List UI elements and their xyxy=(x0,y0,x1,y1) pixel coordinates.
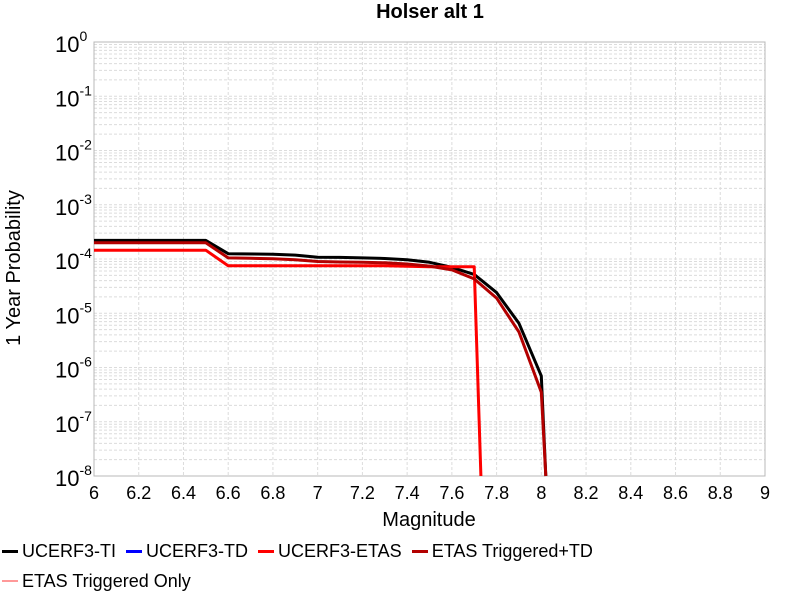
y-tick-label: 10-4 xyxy=(55,245,92,274)
x-tick-label: 8 xyxy=(536,483,546,503)
x-tick-label: 7 xyxy=(313,483,323,503)
legend-swatch xyxy=(258,549,274,553)
x-tick-label: 6.8 xyxy=(260,483,285,503)
x-tick-label: 8.6 xyxy=(663,483,688,503)
x-tick-label: 8.8 xyxy=(708,483,733,503)
x-tick-label: 9 xyxy=(760,483,770,503)
legend-item: UCERF3-TI xyxy=(0,541,116,562)
legend-item: ETAS Triggered+TD xyxy=(410,541,593,562)
chart-title: Holser alt 1 xyxy=(376,1,484,23)
series-line-ucerf3-ti xyxy=(94,238,548,477)
legend-swatch xyxy=(2,549,18,553)
x-tick-label: 7.8 xyxy=(484,483,509,503)
y-tick-label: 10-7 xyxy=(55,408,92,437)
legend-swatch xyxy=(126,549,142,553)
x-tick-label: 7.2 xyxy=(350,483,375,503)
x-tick-label: 6.4 xyxy=(171,483,196,503)
x-tick-label: 7.6 xyxy=(439,483,464,503)
series-lines xyxy=(94,238,548,477)
x-tick-labels: 6 6.2 6.4 6.6 6.8 7 7.2 7.4 7.6 7.8 8 8.2 8.4 8.6 8.8 9 xyxy=(89,483,770,503)
series-line-etas-triggered-td xyxy=(94,241,548,477)
legend-label: ETAS Triggered+TD xyxy=(431,540,593,561)
y-tick-labels: 100 10-1 10-2 10-3 10-4 10-5 10-6 10-7 10-8 xyxy=(55,28,92,491)
y-tick-label: 10-5 xyxy=(55,299,92,328)
legend-row: ETAS Triggered Only xyxy=(0,566,800,596)
y-tick-label: 100 xyxy=(55,28,87,57)
legend-row: UCERF3-TI UCERF3-TD UCERF3-ETAS ETAS Trigge… xyxy=(0,536,800,566)
plot-area xyxy=(93,41,766,477)
legend-label: UCERF3-TI xyxy=(22,540,116,561)
x-axis-label: Magnitude xyxy=(382,509,475,531)
legend-label: UCERF3-ETAS xyxy=(278,540,402,561)
series-line-ucerf3-etas xyxy=(94,248,483,477)
legend: UCERF3-TI UCERF3-TD UCERF3-ETAS ETAS Trigge… xyxy=(0,536,800,596)
legend-label: ETAS Triggered Only xyxy=(22,570,191,591)
legend-item: ETAS Triggered Only xyxy=(0,571,191,592)
y-tick-label: 10-6 xyxy=(55,354,92,383)
x-tick-label: 6.6 xyxy=(216,483,241,503)
x-tick-label: 8.2 xyxy=(574,483,599,503)
legend-item: UCERF3-TD xyxy=(124,541,248,562)
x-tick-label: 6.2 xyxy=(126,483,151,503)
y-axis-label: 1 Year Probability xyxy=(3,190,25,346)
x-tick-label: 8.4 xyxy=(618,483,643,503)
grid xyxy=(93,42,766,477)
y-tick-label: 10-1 xyxy=(55,82,92,111)
y-tick-label: 10-2 xyxy=(55,137,92,166)
y-tick-label: 10-3 xyxy=(55,191,92,220)
x-tick-label: 7.4 xyxy=(395,483,420,503)
legend-item: UCERF3-ETAS xyxy=(256,541,402,562)
y-tick-label: 10-8 xyxy=(55,462,92,491)
legend-label: UCERF3-TD xyxy=(146,540,248,561)
legend-swatch xyxy=(2,580,18,582)
legend-swatch xyxy=(411,549,428,553)
x-tick-label: 6 xyxy=(89,483,99,503)
